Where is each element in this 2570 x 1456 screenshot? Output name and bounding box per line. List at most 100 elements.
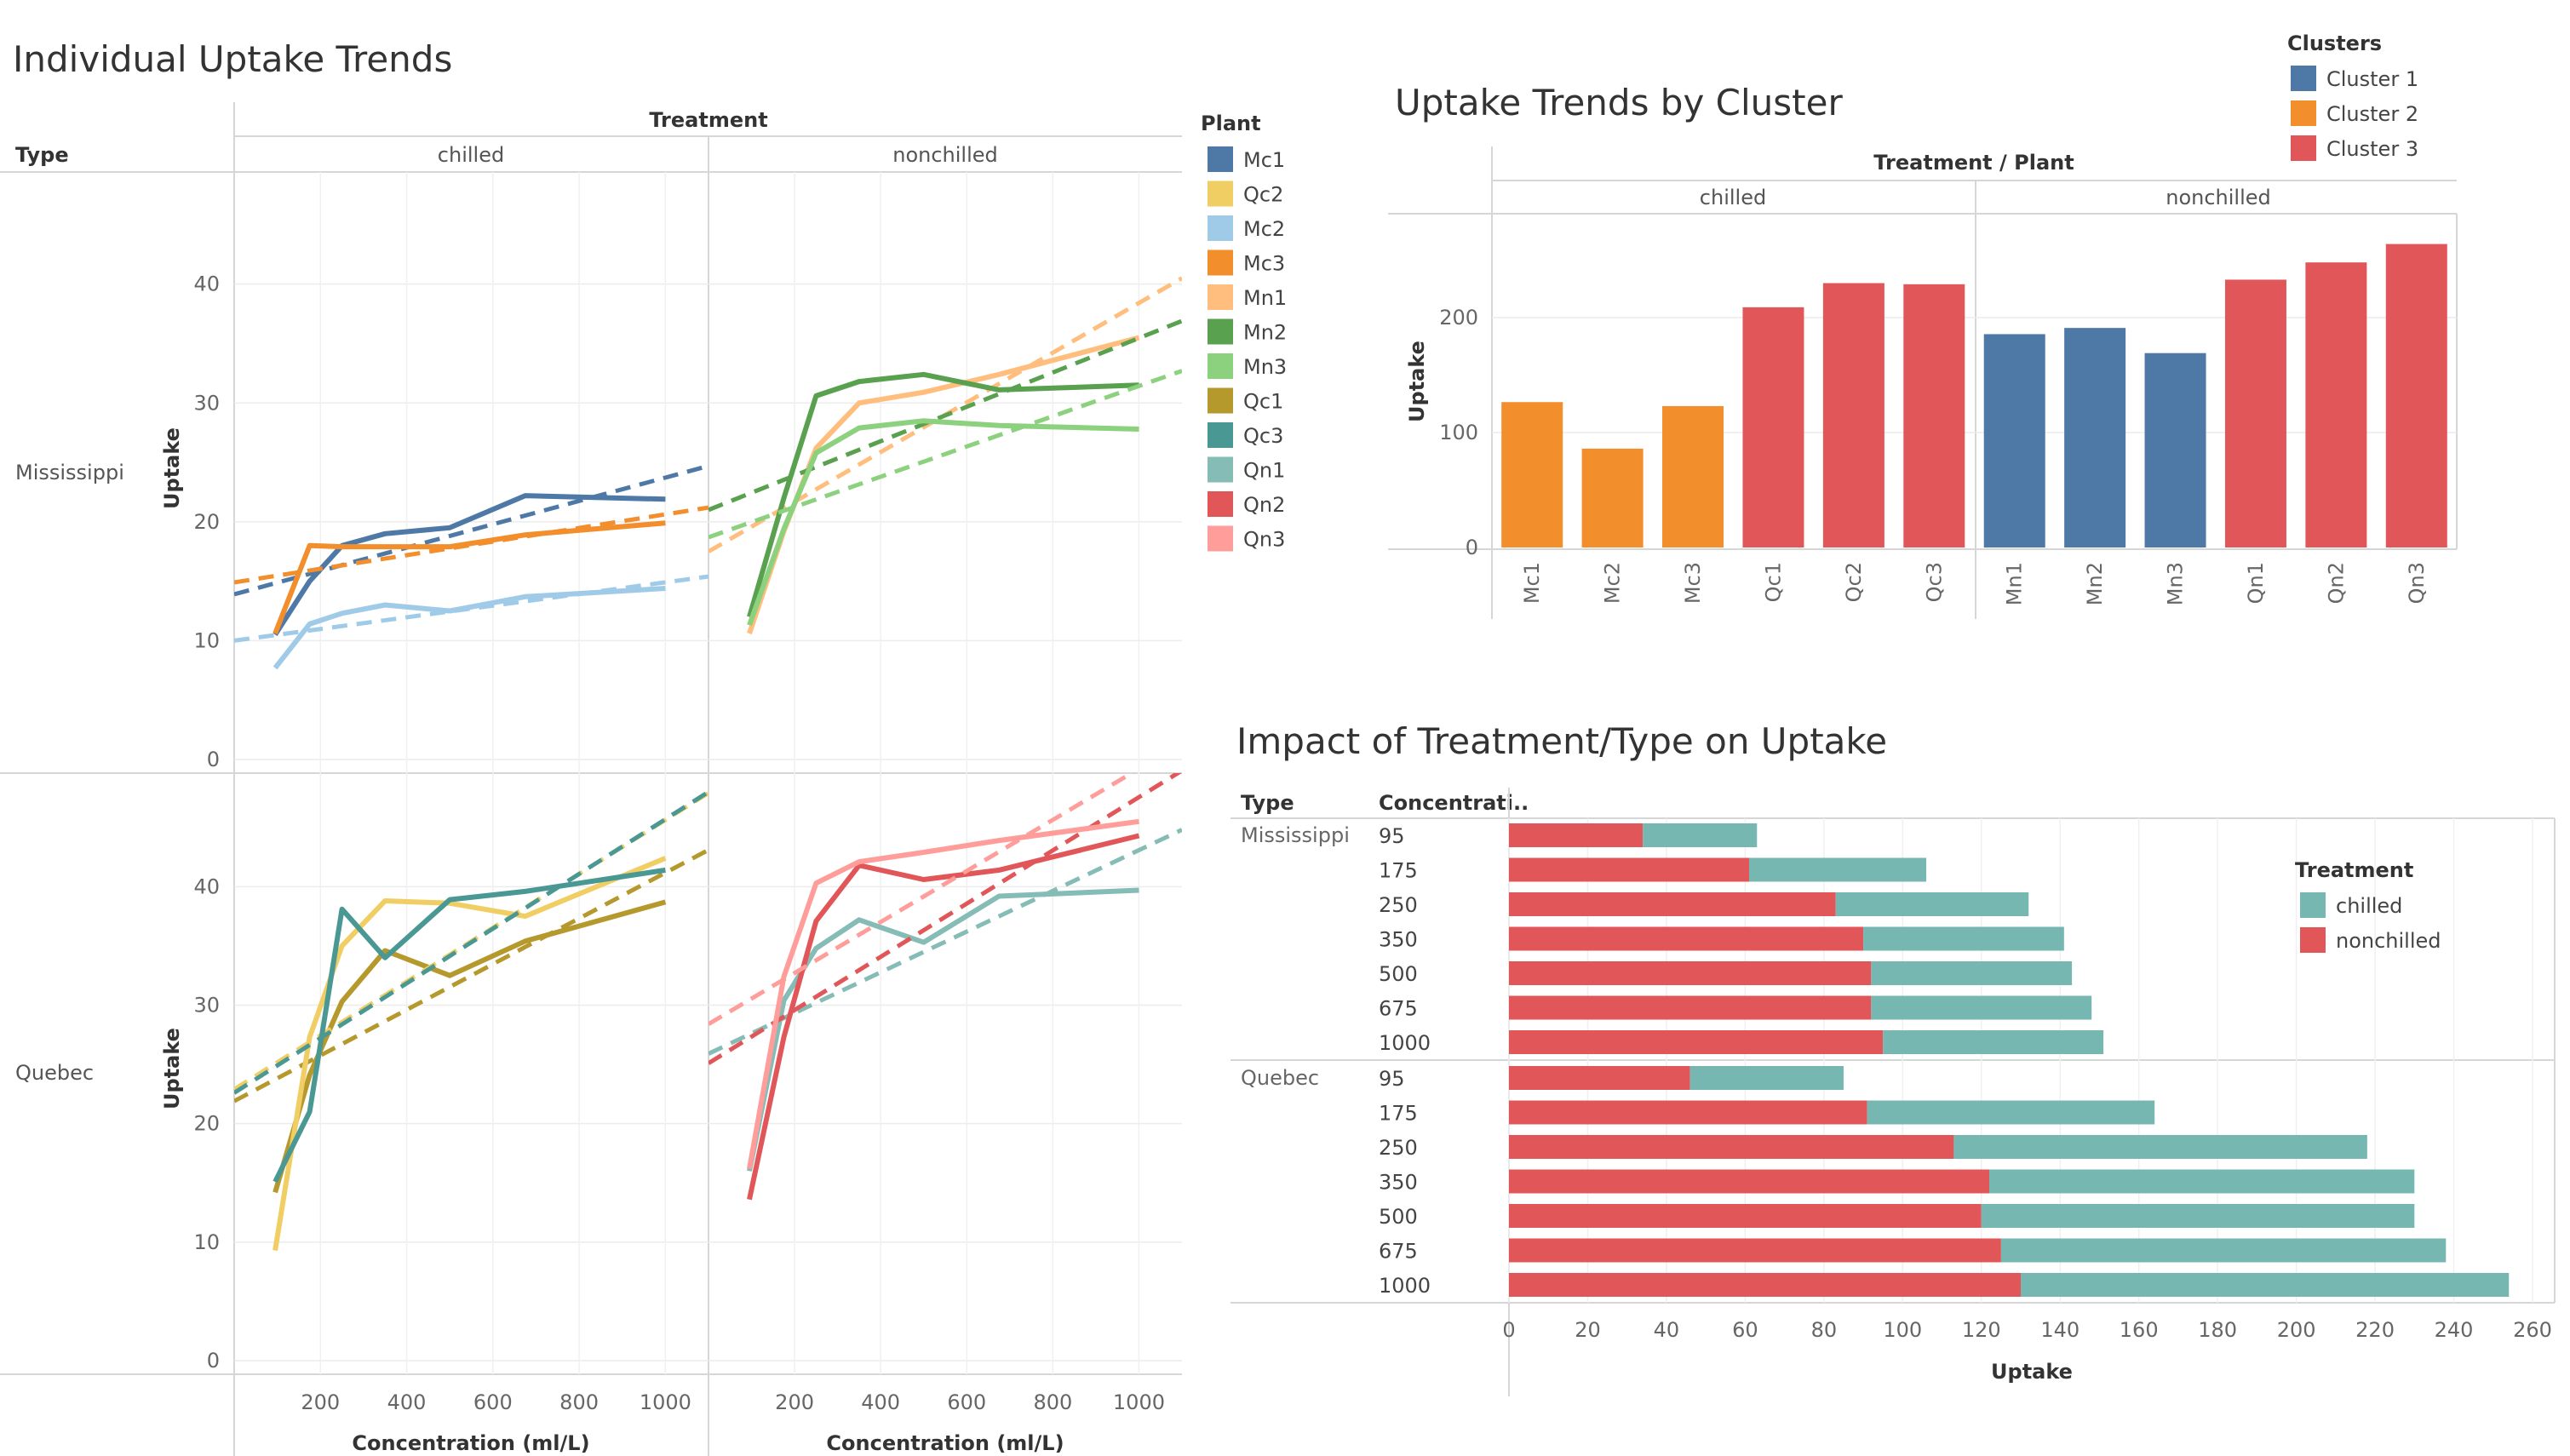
legend-swatch-qc1 (1208, 387, 1233, 414)
impact-x-tick: 40 (1654, 1318, 1680, 1342)
impact-type-label-quebec: Quebec (1241, 1066, 1319, 1090)
cluster-x-label-qn2: Qn2 (2324, 562, 2348, 604)
cluster-x-label-qc1: Qc1 (1761, 562, 1785, 602)
impact-concentration-label: 675 (1379, 1240, 1418, 1264)
legend-label-mn2: Mn2 (1243, 321, 1287, 345)
legend-swatch-mn2 (1208, 318, 1233, 345)
series-line-qn1 (747, 887, 1139, 1172)
impact-bar-chilled (1981, 1204, 2415, 1228)
impact-bar-nonchilled (1509, 857, 1750, 882)
impact-row-header-type: Type (1241, 791, 1294, 815)
impact-x-tick: 120 (1962, 1318, 2001, 1342)
cluster-bar-mn3 (2144, 353, 2206, 547)
cluster-x-label-qc3: Qc3 (1922, 562, 1946, 602)
legend-swatch-mc2 (1208, 215, 1233, 241)
impact-x-tick: 80 (1811, 1318, 1838, 1342)
impact-concentration-label: 175 (1379, 859, 1418, 883)
row-header: Type (15, 143, 69, 167)
impact-type-label-mississippi: Mississippi (1241, 823, 1350, 847)
impact-concentration-label: 95 (1379, 824, 1405, 848)
treatment-legend[interactable]: Treatment chilled nonchilled (2295, 858, 2441, 953)
legend-swatch-mn3 (1208, 353, 1233, 379)
series-line-mc2 (272, 586, 666, 670)
cluster-legend[interactable]: Clusters Cluster 1 Cluster 2 Cluster 3 (2287, 32, 2418, 161)
legend-label-qn1: Qn1 (1243, 459, 1285, 483)
x-tick-label: 600 (473, 1390, 513, 1414)
cluster-x-label-qn3: Qn3 (2405, 562, 2429, 604)
impact-concentration-label: 175 (1379, 1102, 1418, 1126)
cluster-bar-mn2 (2064, 328, 2126, 547)
cluster-bar-mc3 (1662, 405, 1724, 547)
treatment-legend-label-nonchilled: nonchilled (2336, 929, 2441, 953)
impact-x-axis-title: Uptake (1991, 1360, 2073, 1384)
y-tick-label: 40 (193, 874, 220, 898)
impact-bar-chilled (1867, 1100, 2155, 1125)
x-tick-label: 200 (775, 1390, 814, 1414)
cluster-legend-label-3: Cluster 3 (2326, 137, 2418, 161)
cluster-y-tick: 0 (1466, 536, 1478, 559)
impact-concentration-label: 500 (1379, 1205, 1418, 1229)
group-label-chilled: chilled (1700, 186, 1766, 209)
impact-title: Impact of Treatment/Type on Uptake (1236, 720, 1887, 762)
cluster-legend-swatch-1 (2291, 66, 2316, 91)
impact-x-tick: 60 (1732, 1318, 1758, 1342)
cluster-bar-chart: Treatment / Plant chilled nonchilled 0 100 20… (1388, 146, 2458, 619)
y-tick-label: 0 (207, 1349, 220, 1373)
x-tick-label: 200 (301, 1390, 340, 1414)
impact-concentration-label: 500 (1379, 962, 1418, 986)
impact-bar-chilled (1953, 1135, 2367, 1159)
cluster-x-label-mc1: Mc1 (1520, 562, 1544, 604)
cluster-bar-mc2 (1581, 448, 1644, 547)
impact-bar-nonchilled (1509, 1135, 1954, 1159)
legend-label-mc2: Mc2 (1243, 217, 1285, 241)
impact-x-tick: 20 (1575, 1318, 1601, 1342)
impact-bar-chilled (1871, 995, 2092, 1020)
impact-x-tick: 200 (2277, 1318, 2316, 1342)
y-axis-title: Uptake (160, 427, 184, 509)
impact-x-tick: 260 (2513, 1318, 2552, 1342)
impact-x-tick: 180 (2198, 1318, 2237, 1342)
legend-label-mc1: Mc1 (1243, 148, 1285, 172)
y-tick-label: 10 (193, 628, 220, 652)
impact-bar-chilled (2021, 1273, 2510, 1297)
impact-bar-chilled (1871, 961, 2073, 985)
impact-bar-nonchilled (1509, 961, 1872, 985)
cluster-y-tick: 100 (1439, 421, 1478, 444)
treatment-legend-swatch-chilled (2300, 892, 2326, 918)
impact-row-header-concentration: Concentrati.. (1379, 791, 1529, 815)
cluster-legend-swatch-3 (2291, 135, 2316, 161)
impact-bar-nonchilled (1509, 1273, 2021, 1297)
impact-bar-chilled (1863, 926, 2064, 951)
y-tick-label: 10 (193, 1230, 220, 1254)
legend-label-mn1: Mn1 (1243, 286, 1287, 310)
row-label-mississippi: Mississippi (15, 461, 124, 484)
legend-swatch-mc1 (1208, 146, 1233, 172)
impact-bar-nonchilled (1509, 892, 1836, 916)
series-line-mn2 (747, 371, 1139, 618)
impact-bar-chilled (2000, 1238, 2447, 1263)
series-line-qc3 (272, 867, 666, 1184)
trend-line-mc2 (234, 574, 708, 643)
cluster-bar-mc1 (1501, 402, 1563, 547)
x-tick-label: 400 (387, 1390, 427, 1414)
cluster-bar-qc1 (1742, 307, 1804, 547)
impact-bar-nonchilled (1509, 1100, 1867, 1125)
plant-legend[interactable]: Plant Mc1 Qc2 Mc2 Mc3 Mn1 Mn2 Mn3 Qc1 Qc3 Qn1 Qn2 Q… (1201, 112, 1287, 552)
cluster-bar-qn3 (2385, 244, 2447, 547)
legend-swatch-mc3 (1208, 249, 1233, 276)
cluster-bar-qc2 (1822, 283, 1884, 547)
impact-concentration-label: 1000 (1379, 1031, 1431, 1055)
legend-swatch-qn3 (1208, 525, 1233, 552)
cluster-x-label-qc2: Qc2 (1842, 562, 1866, 602)
impact-bar-chilled (1835, 892, 2029, 916)
x-axis-title: Concentration (ml/L) (352, 1431, 589, 1455)
impact-x-tick: 220 (2355, 1318, 2395, 1342)
impact-concentration-label: 675 (1379, 997, 1418, 1021)
impact-bar-nonchilled (1509, 1204, 1982, 1228)
y-axis-title: Uptake (160, 1028, 184, 1109)
impact-x-tick: 100 (1883, 1318, 1922, 1342)
legend-swatch-qc2 (1208, 181, 1233, 207)
legend-label-qc3: Qc3 (1243, 424, 1283, 448)
series-line-qc2 (272, 856, 667, 1252)
